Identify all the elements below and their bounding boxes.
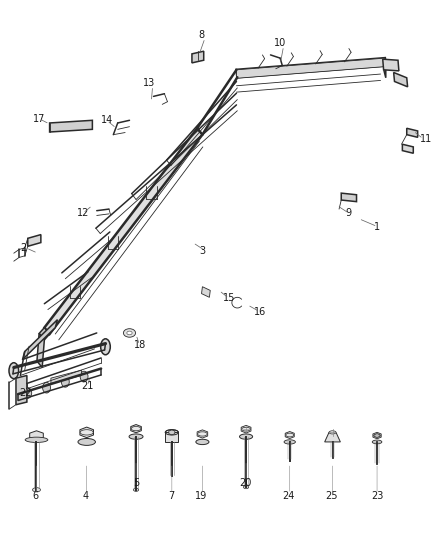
Polygon shape (394, 72, 408, 87)
Polygon shape (325, 432, 340, 442)
Polygon shape (197, 430, 208, 438)
Text: 16: 16 (254, 306, 266, 317)
Ellipse shape (78, 439, 95, 446)
Polygon shape (384, 58, 386, 78)
Text: 23: 23 (371, 491, 383, 501)
Polygon shape (131, 425, 141, 433)
Ellipse shape (198, 432, 207, 436)
Polygon shape (383, 59, 399, 71)
Text: 1: 1 (374, 222, 380, 232)
Polygon shape (39, 328, 49, 340)
Text: 7: 7 (168, 491, 174, 501)
Ellipse shape (284, 440, 295, 444)
Ellipse shape (329, 431, 336, 434)
Text: 18: 18 (134, 340, 146, 350)
Polygon shape (285, 432, 294, 439)
Text: 17: 17 (33, 114, 46, 124)
Ellipse shape (244, 486, 249, 489)
Ellipse shape (101, 339, 110, 355)
Text: 10: 10 (274, 38, 286, 48)
Polygon shape (28, 235, 41, 246)
Text: 5: 5 (133, 478, 139, 488)
Ellipse shape (242, 427, 251, 431)
Text: 20: 20 (239, 478, 251, 488)
Polygon shape (241, 425, 251, 433)
Ellipse shape (374, 434, 381, 437)
Ellipse shape (80, 430, 93, 435)
Ellipse shape (286, 433, 293, 437)
Polygon shape (49, 120, 92, 132)
Ellipse shape (61, 376, 69, 387)
Ellipse shape (127, 331, 132, 335)
Polygon shape (192, 51, 204, 63)
Text: 19: 19 (195, 491, 208, 501)
Text: 24: 24 (283, 491, 295, 501)
Text: 9: 9 (346, 208, 352, 219)
Ellipse shape (32, 488, 40, 492)
Text: 15: 15 (223, 293, 236, 303)
Text: 8: 8 (198, 30, 205, 41)
Polygon shape (16, 375, 27, 405)
Polygon shape (407, 128, 418, 138)
Ellipse shape (240, 434, 253, 439)
Polygon shape (375, 434, 379, 438)
Text: 22: 22 (19, 388, 32, 398)
Ellipse shape (129, 434, 143, 439)
Polygon shape (37, 334, 44, 368)
Ellipse shape (165, 430, 178, 435)
Text: 3: 3 (199, 246, 205, 255)
Ellipse shape (42, 382, 50, 393)
Text: 14: 14 (101, 115, 113, 125)
Polygon shape (237, 58, 385, 78)
Polygon shape (341, 193, 357, 201)
Ellipse shape (372, 440, 382, 444)
Polygon shape (22, 320, 57, 360)
Ellipse shape (131, 426, 141, 431)
Text: 25: 25 (325, 491, 338, 501)
Ellipse shape (196, 439, 209, 445)
Polygon shape (80, 427, 93, 438)
Text: 12: 12 (77, 208, 89, 219)
Polygon shape (30, 431, 43, 440)
Ellipse shape (24, 387, 32, 398)
Polygon shape (403, 144, 413, 154)
Polygon shape (169, 430, 175, 435)
Ellipse shape (80, 371, 88, 382)
Ellipse shape (124, 329, 136, 337)
Polygon shape (373, 432, 381, 439)
Polygon shape (237, 58, 386, 77)
Text: 6: 6 (32, 491, 39, 501)
Ellipse shape (25, 437, 48, 442)
Text: 4: 4 (83, 491, 89, 501)
Ellipse shape (9, 363, 18, 378)
Text: 11: 11 (420, 134, 432, 144)
Text: 2: 2 (20, 243, 27, 253)
Text: 21: 21 (81, 381, 94, 391)
Polygon shape (201, 287, 210, 297)
Polygon shape (51, 370, 81, 383)
Ellipse shape (134, 488, 139, 491)
Text: 13: 13 (143, 78, 155, 88)
Polygon shape (44, 128, 202, 334)
Polygon shape (165, 432, 178, 442)
